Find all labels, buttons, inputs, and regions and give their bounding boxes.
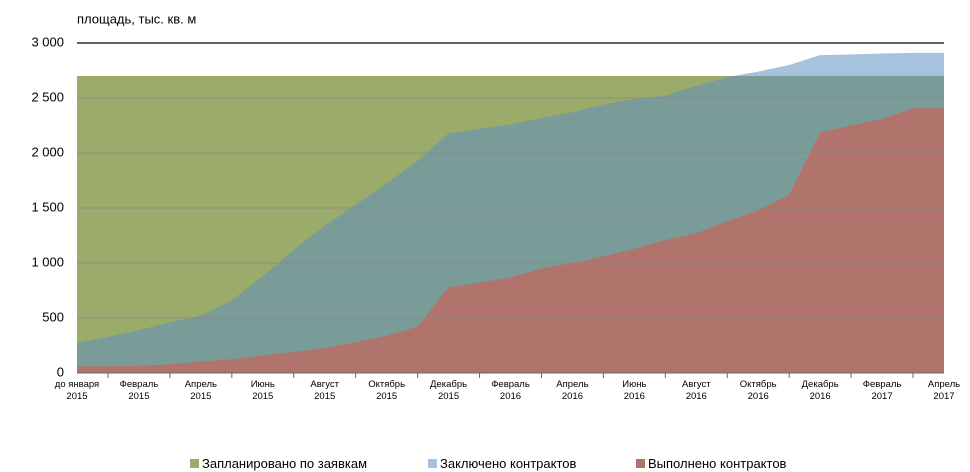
y-tick-label: 2 000 xyxy=(31,144,64,159)
y-tick-label: 3 000 xyxy=(31,34,64,49)
y-tick-label: 0 xyxy=(57,364,64,379)
y-tick-label: 2 500 xyxy=(31,89,64,104)
x-tick-label: Октябрь 2016 xyxy=(739,379,777,402)
x-tick-label: Апрель 2015 xyxy=(184,379,217,402)
x-tick-label: Август 2015 xyxy=(310,379,339,402)
x-tick-label: Февраль 2016 xyxy=(491,379,530,402)
legend-swatch xyxy=(636,459,645,468)
x-tick-label: Декабрь 2015 xyxy=(430,379,468,402)
y-tick-label: 1 000 xyxy=(31,254,64,269)
legend-swatch xyxy=(428,459,437,468)
legend-label: Запланировано по заявкам xyxy=(202,456,368,471)
x-tick-label: Февраль 2015 xyxy=(119,379,159,402)
x-tick-label: Август 2016 xyxy=(681,379,711,402)
y-tick-label: 1 500 xyxy=(31,199,64,214)
x-tick-label: Июнь 2016 xyxy=(622,379,647,402)
area xyxy=(77,107,944,374)
legend-item: Запланировано по заявкам xyxy=(190,456,367,471)
x-tick-label: Апрель 2017 xyxy=(927,379,961,402)
legend-item: Заключено контрактов xyxy=(428,456,576,471)
legend-item: Выполнено контрактов xyxy=(636,456,786,471)
x-tick-label: Июнь 2015 xyxy=(250,379,275,402)
x-tick-label: Апрель 2016 xyxy=(556,379,589,402)
x-tick-label: Февраль 2017 xyxy=(862,379,902,402)
legend-swatch xyxy=(190,459,199,468)
x-tick-label: до января 2015 xyxy=(54,379,100,402)
y-tick-label: 500 xyxy=(42,309,64,324)
y-axis-label: площадь, тыс. кв. м xyxy=(77,11,196,26)
legend-label: Заключено контрактов xyxy=(440,456,577,471)
x-tick-label: Декабрь 2016 xyxy=(801,379,839,402)
legend-label: Выполнено контрактов xyxy=(648,456,787,471)
x-tick-label: Октябрь 2015 xyxy=(368,379,406,402)
